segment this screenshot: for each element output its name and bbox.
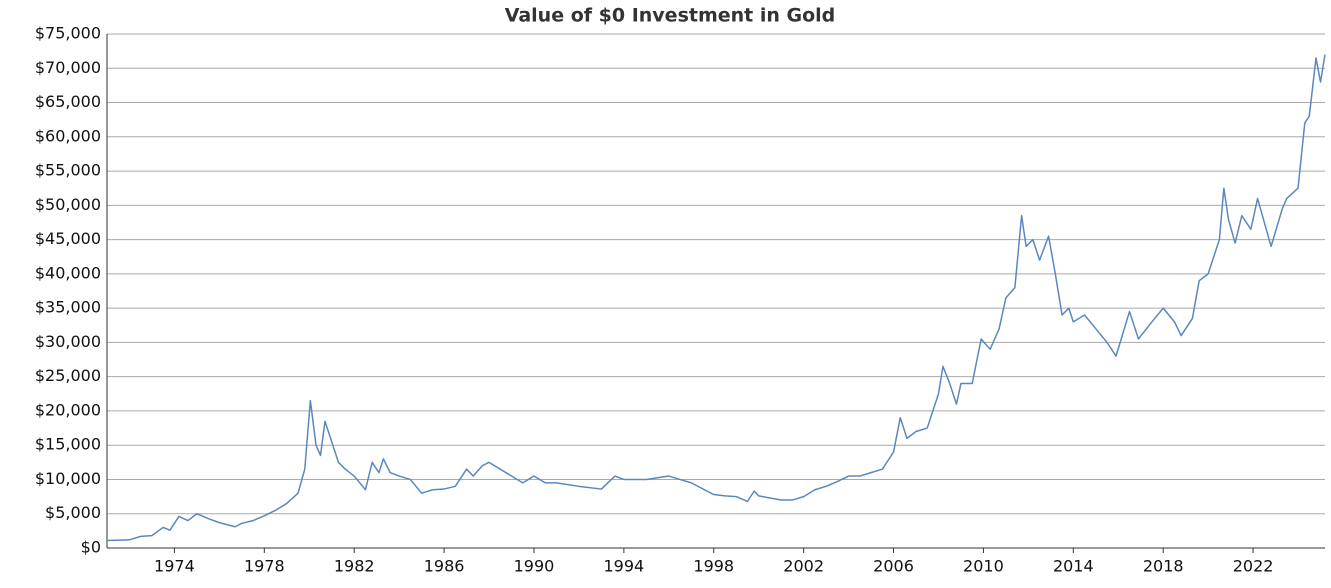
y-tick-label: $10,000 — [35, 469, 101, 488]
x-tick-label: 1974 — [154, 557, 195, 576]
x-tick-label: 1998 — [693, 557, 734, 576]
x-tick-label: 1994 — [604, 557, 645, 576]
y-tick-label: $60,000 — [35, 126, 101, 145]
data-line — [106, 54, 1326, 542]
y-tick-label: $30,000 — [35, 332, 101, 351]
x-tick-label: 1982 — [334, 557, 375, 576]
y-tick-label: $35,000 — [35, 298, 101, 317]
y-tick-label: $25,000 — [35, 366, 101, 385]
y-tick-label: $15,000 — [35, 435, 101, 454]
y-tick-label: $0 — [81, 538, 101, 557]
y-tick-label: $55,000 — [35, 161, 101, 180]
x-tick-label: 2022 — [1233, 557, 1274, 576]
x-tick-label: 2018 — [1143, 557, 1184, 576]
x-tick-label: 1986 — [424, 557, 465, 576]
y-tick-label: $50,000 — [35, 195, 101, 214]
y-tick-label: $40,000 — [35, 263, 101, 282]
y-tick-label: $65,000 — [35, 92, 101, 111]
x-tick-label: 2006 — [873, 557, 914, 576]
y-tick-label: $70,000 — [35, 58, 101, 77]
y-tick-label: $75,000 — [35, 24, 101, 43]
x-tick-label: 2010 — [963, 557, 1004, 576]
y-tick-label: $5,000 — [45, 503, 101, 522]
y-tick-label: $20,000 — [35, 400, 101, 419]
y-tick-label: $45,000 — [35, 229, 101, 248]
x-tick-label: 2002 — [783, 557, 824, 576]
chart-title: Value of $0 Investment in Gold — [505, 5, 836, 27]
x-tick-label: 1990 — [514, 557, 555, 576]
x-tick-label: 1978 — [244, 557, 285, 576]
x-tick-label: 2014 — [1053, 557, 1094, 576]
